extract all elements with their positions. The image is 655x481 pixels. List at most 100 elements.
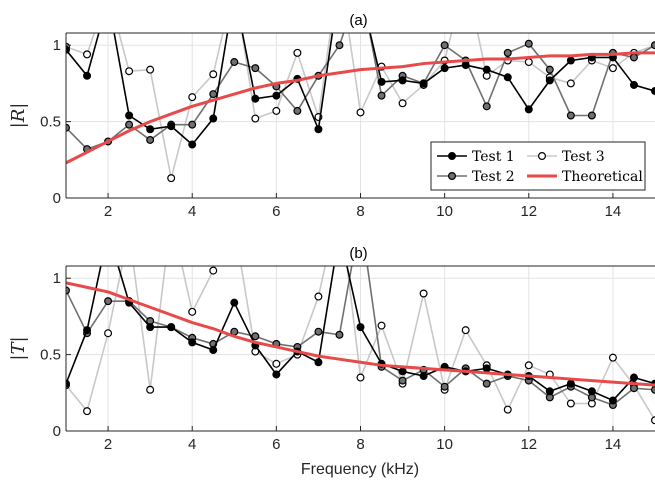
data-point-test-1: [83, 71, 92, 80]
data-point-test-3: [524, 58, 533, 67]
data-point-test-3: [104, 329, 113, 338]
data-point-test-3: [651, 416, 655, 425]
x-tick-label: 6: [272, 203, 280, 220]
data-point-test-3: [336, 198, 343, 205]
data-point-test-1: [272, 91, 281, 100]
data-point-test-1: [66, 379, 70, 388]
data-point-test-3: [356, 108, 365, 117]
data-point-test-3: [188, 93, 197, 102]
x-tick-label: 12: [520, 436, 537, 453]
x-tick-label: 10: [436, 436, 453, 453]
data-point-test-1: [356, 323, 365, 332]
x-tick-label: 6: [272, 436, 280, 453]
series-line-test-1: [66, 33, 655, 146]
x-tick-label: 14: [605, 436, 622, 453]
series-theoretical: [66, 281, 655, 387]
data-point-test-1: [188, 140, 197, 149]
data-point-test-1: [314, 358, 323, 367]
data-point-test-1: [167, 122, 176, 131]
legend-swatch-marker: [537, 152, 546, 161]
legend-label-test-2: Test 2: [472, 169, 515, 185]
data-point-test-2: [251, 332, 260, 341]
y-tick-label: 0.5: [40, 347, 61, 364]
data-point-test-2: [440, 382, 449, 391]
panel-b: 2 4 6 8 10 12 14 0 0.5 1 (b) |T|: [8, 198, 655, 453]
data-point-test-1: [272, 370, 281, 379]
data-point-test-2: [314, 327, 323, 336]
x-tick-label: 4: [188, 203, 196, 220]
data-point-test-3: [503, 405, 512, 414]
data-point-test-1: [440, 64, 449, 73]
data-point-test-1: [461, 61, 470, 70]
data-point-test-1: [398, 367, 407, 376]
x-tick-label: 12: [520, 203, 537, 220]
data-point-test-3: [146, 65, 155, 74]
data-point-test-1: [419, 79, 428, 88]
data-point-test-3: [419, 289, 428, 298]
legend-label-test-3: Test 3: [562, 149, 605, 165]
data-point-test-3: [168, 214, 175, 221]
data-point-test-2: [629, 384, 638, 393]
y-tick-label: 1: [53, 37, 61, 54]
data-point-test-2: [482, 379, 491, 388]
data-point-test-1: [524, 105, 533, 114]
x-tick-label: 8: [356, 436, 364, 453]
data-point-test-3: [398, 99, 407, 108]
data-point-test-3: [377, 321, 386, 330]
data-point-test-1: [230, 298, 239, 307]
data-point-test-1: [251, 94, 260, 103]
data-point-test-1: [336, 229, 343, 236]
data-point-test-1: [398, 76, 407, 85]
y-tick-label: 1: [53, 270, 61, 287]
legend-label-theoretical: Theoretical: [562, 169, 643, 185]
data-point-test-3: [461, 326, 470, 335]
data-point-test-1: [105, 0, 112, 3]
series-test-1: [66, 0, 655, 149]
data-point-test-3: [188, 307, 197, 316]
series-theoretical: [66, 51, 655, 165]
data-point-test-2: [566, 111, 575, 120]
data-point-test-1: [146, 323, 155, 332]
data-point-test-1: [146, 125, 155, 134]
panel-title-a: (a): [349, 12, 367, 29]
data-point-test-3: [314, 292, 323, 301]
data-point-test-1: [608, 396, 617, 405]
data-point-test-1: [377, 77, 386, 86]
data-point-test-1: [629, 80, 638, 89]
data-point-test-1: [482, 364, 491, 373]
data-point-test-3: [83, 407, 92, 416]
data-point-test-1: [209, 346, 218, 355]
data-point-test-2: [66, 123, 70, 132]
data-point-test-1: [651, 87, 655, 96]
x-axis-label: Frequency (kHz): [301, 461, 419, 478]
data-point-test-2: [125, 120, 134, 129]
x-tick-label: 2: [104, 436, 112, 453]
data-point-test-2: [651, 41, 655, 50]
series-line-theoretical: [66, 281, 655, 387]
x-tick-label: 10: [436, 203, 453, 220]
data-point-test-2: [251, 64, 260, 73]
x-tick-label: 4: [188, 436, 196, 453]
data-point-test-1: [314, 125, 323, 134]
data-point-test-2: [377, 91, 386, 100]
series-line-theoretical: [66, 51, 655, 165]
data-point-test-3: [209, 70, 218, 79]
series-line-test-2: [66, 33, 655, 150]
data-point-test-2: [587, 111, 596, 120]
data-point-test-3: [231, 221, 238, 228]
data-point-test-2: [545, 65, 554, 74]
data-point-test-2: [188, 120, 197, 129]
data-point-test-2: [66, 286, 70, 295]
legend-swatch-marker: [448, 152, 457, 161]
data-point-test-3: [608, 64, 617, 73]
data-point-test-3: [167, 174, 176, 183]
data-point-test-3: [272, 359, 281, 368]
x-tick-label: 2: [104, 203, 112, 220]
y-tick-label: 0: [53, 423, 61, 440]
data-point-test-1: [587, 387, 596, 396]
data-point-test-2: [503, 48, 512, 57]
legend: Test 1 Test 3 Test 2 Theoretical: [430, 141, 646, 191]
panel-title-b: (b): [349, 245, 367, 262]
